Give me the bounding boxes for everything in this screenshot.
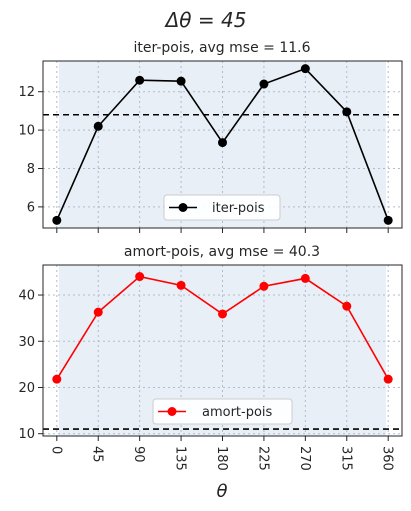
data-point-amort-pois-315 bbox=[342, 301, 352, 311]
data-point-amort-pois-90 bbox=[135, 272, 145, 282]
axes-frame-amort-pois bbox=[42, 264, 403, 437]
panel-iter-pois: iter-pois, avg mse = 11.6 6 8 10 12 iter-po… bbox=[18, 40, 403, 233]
y-tick-label-12: 12 bbox=[18, 85, 35, 100]
y-tick-label-20: 20 bbox=[18, 381, 35, 396]
data-point-amort-pois-270 bbox=[300, 273, 310, 283]
axes-frame-iter-pois bbox=[42, 60, 403, 229]
legend-iter-pois: iter-pois bbox=[163, 194, 281, 221]
x-ticks-iter-pois bbox=[56, 228, 389, 233]
x-tick-label-315: 315 bbox=[338, 446, 353, 471]
series-amort-pois bbox=[52, 272, 393, 384]
series-iter-pois bbox=[52, 64, 393, 225]
grid-amort-pois bbox=[43, 265, 402, 436]
panel-title-iter-pois: iter-pois, avg mse = 11.6 bbox=[134, 40, 311, 56]
y-tick-label-40: 40 bbox=[18, 289, 35, 304]
panel-amort-pois: amort-pois, avg mse = 40.3 10 20 30 40 0 45 9… bbox=[18, 244, 403, 471]
data-point-amort-pois-225 bbox=[259, 281, 269, 291]
legend-amort-pois: amort-pois bbox=[152, 398, 293, 425]
data-point-iter-pois-0 bbox=[52, 215, 62, 225]
data-point-amort-pois-360 bbox=[383, 374, 393, 384]
x-tick-label-225: 225 bbox=[255, 446, 270, 471]
x-tick-label-360: 360 bbox=[380, 446, 395, 471]
y-tick-label-10: 10 bbox=[18, 124, 35, 139]
y-tick-label-8: 8 bbox=[27, 162, 35, 177]
x-tick-label-135: 135 bbox=[173, 446, 188, 471]
x-tick-label-180: 180 bbox=[214, 446, 229, 471]
legend-marker-amort-pois bbox=[167, 407, 177, 416]
data-point-iter-pois-180 bbox=[218, 138, 227, 148]
x-tick-label-45: 45 bbox=[90, 446, 105, 463]
y-ticks-amort-pois: 10 20 30 40 bbox=[18, 289, 43, 442]
data-point-iter-pois-315 bbox=[342, 107, 352, 117]
figure-suptitle: Δθ = 45 bbox=[164, 8, 247, 32]
legend-marker-iter-pois bbox=[178, 203, 188, 212]
y-tick-label-10: 10 bbox=[18, 427, 35, 442]
y-tick-label-6: 6 bbox=[27, 200, 35, 215]
data-point-iter-pois-360 bbox=[383, 215, 393, 225]
x-ticks-amort-pois: 0 45 90 135 180 225 270 315 360 bbox=[48, 436, 395, 471]
legend-label-amort-pois: amort-pois bbox=[202, 405, 273, 420]
data-point-amort-pois-0 bbox=[52, 374, 62, 384]
data-point-amort-pois-45 bbox=[93, 307, 103, 317]
data-point-iter-pois-90 bbox=[135, 75, 145, 85]
data-point-amort-pois-180 bbox=[218, 309, 227, 319]
data-point-iter-pois-135 bbox=[176, 76, 186, 86]
legend-label-iter-pois: iter-pois bbox=[212, 201, 265, 216]
data-point-iter-pois-45 bbox=[93, 121, 103, 131]
panel-title-amort-pois: amort-pois, avg mse = 40.3 bbox=[124, 244, 320, 260]
x-tick-label-270: 270 bbox=[297, 446, 312, 471]
x-tick-label-0: 0 bbox=[48, 446, 63, 454]
x-axis-label: θ bbox=[216, 481, 227, 502]
data-point-iter-pois-225 bbox=[259, 79, 269, 89]
data-point-amort-pois-135 bbox=[176, 280, 186, 290]
x-tick-label-90: 90 bbox=[131, 446, 146, 463]
y-ticks-iter-pois: 6 8 10 12 bbox=[18, 85, 43, 215]
y-tick-label-30: 30 bbox=[18, 335, 35, 350]
data-point-iter-pois-270 bbox=[300, 64, 310, 74]
